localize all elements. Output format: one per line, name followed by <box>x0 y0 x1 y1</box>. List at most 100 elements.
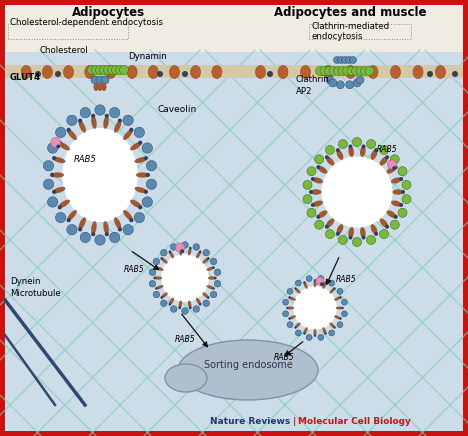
Ellipse shape <box>334 315 341 320</box>
Circle shape <box>56 144 60 149</box>
Ellipse shape <box>322 327 327 334</box>
Circle shape <box>341 307 344 309</box>
Text: RAB5: RAB5 <box>273 352 294 361</box>
Circle shape <box>80 232 90 242</box>
Ellipse shape <box>188 300 191 309</box>
Ellipse shape <box>345 65 356 78</box>
Circle shape <box>35 71 41 77</box>
Ellipse shape <box>67 129 77 140</box>
Ellipse shape <box>53 157 66 163</box>
Circle shape <box>287 322 293 328</box>
Circle shape <box>306 276 312 282</box>
Circle shape <box>288 317 291 320</box>
Circle shape <box>329 79 337 87</box>
Circle shape <box>338 140 347 149</box>
Circle shape <box>337 288 343 294</box>
Ellipse shape <box>300 65 310 78</box>
Ellipse shape <box>293 286 337 330</box>
Circle shape <box>146 160 157 171</box>
Ellipse shape <box>304 327 307 334</box>
Circle shape <box>311 177 315 181</box>
Circle shape <box>333 326 336 329</box>
Circle shape <box>349 235 352 239</box>
Circle shape <box>182 71 188 77</box>
Ellipse shape <box>371 150 377 160</box>
Circle shape <box>338 235 347 245</box>
Ellipse shape <box>58 200 70 208</box>
Circle shape <box>295 280 301 286</box>
Circle shape <box>314 155 324 164</box>
Ellipse shape <box>43 65 52 78</box>
Circle shape <box>144 156 148 160</box>
Ellipse shape <box>97 83 102 91</box>
Circle shape <box>303 281 306 284</box>
Circle shape <box>210 291 217 298</box>
Ellipse shape <box>387 166 396 174</box>
Circle shape <box>366 140 376 149</box>
Circle shape <box>337 322 343 328</box>
Circle shape <box>349 144 352 149</box>
Ellipse shape <box>188 247 191 255</box>
Circle shape <box>182 308 188 314</box>
Ellipse shape <box>336 150 344 160</box>
Circle shape <box>324 67 334 75</box>
Circle shape <box>353 79 361 87</box>
Bar <box>5 5 463 52</box>
Text: Caveolin: Caveolin <box>158 106 197 115</box>
Circle shape <box>366 235 376 245</box>
Circle shape <box>365 67 374 75</box>
Circle shape <box>110 107 120 118</box>
Circle shape <box>294 326 297 329</box>
Circle shape <box>100 65 109 75</box>
Circle shape <box>95 65 104 75</box>
Circle shape <box>50 173 54 177</box>
Circle shape <box>343 67 351 75</box>
Circle shape <box>95 235 105 245</box>
Ellipse shape <box>371 224 377 235</box>
Circle shape <box>316 277 324 285</box>
Circle shape <box>342 311 347 317</box>
Circle shape <box>155 287 158 290</box>
Circle shape <box>336 81 344 89</box>
Circle shape <box>303 181 312 189</box>
Circle shape <box>356 67 365 75</box>
Ellipse shape <box>103 221 109 235</box>
Circle shape <box>91 232 95 236</box>
Text: RAB5: RAB5 <box>377 144 398 153</box>
Circle shape <box>374 148 378 152</box>
Ellipse shape <box>161 293 168 298</box>
Ellipse shape <box>206 267 214 271</box>
Circle shape <box>66 128 71 132</box>
Ellipse shape <box>114 120 121 133</box>
Circle shape <box>283 311 289 317</box>
Ellipse shape <box>169 65 179 78</box>
Ellipse shape <box>286 307 294 310</box>
Circle shape <box>329 67 338 75</box>
Circle shape <box>334 67 343 75</box>
Circle shape <box>362 144 366 149</box>
Circle shape <box>316 215 320 219</box>
Circle shape <box>374 232 378 236</box>
Circle shape <box>356 76 364 84</box>
Circle shape <box>337 57 344 64</box>
Circle shape <box>318 276 324 282</box>
Circle shape <box>294 287 297 290</box>
Circle shape <box>149 269 156 276</box>
Ellipse shape <box>196 298 201 305</box>
Circle shape <box>47 197 58 207</box>
Ellipse shape <box>91 116 97 129</box>
Ellipse shape <box>360 227 366 238</box>
Circle shape <box>339 296 342 299</box>
Text: Adipocytes and muscle: Adipocytes and muscle <box>274 6 426 19</box>
Ellipse shape <box>178 300 182 309</box>
Ellipse shape <box>310 189 322 195</box>
Circle shape <box>78 119 82 123</box>
Circle shape <box>394 215 398 219</box>
Ellipse shape <box>134 157 147 163</box>
Circle shape <box>207 296 210 299</box>
Circle shape <box>55 71 61 77</box>
Circle shape <box>180 249 184 253</box>
Circle shape <box>58 205 62 209</box>
Ellipse shape <box>334 296 341 300</box>
Circle shape <box>380 230 388 238</box>
